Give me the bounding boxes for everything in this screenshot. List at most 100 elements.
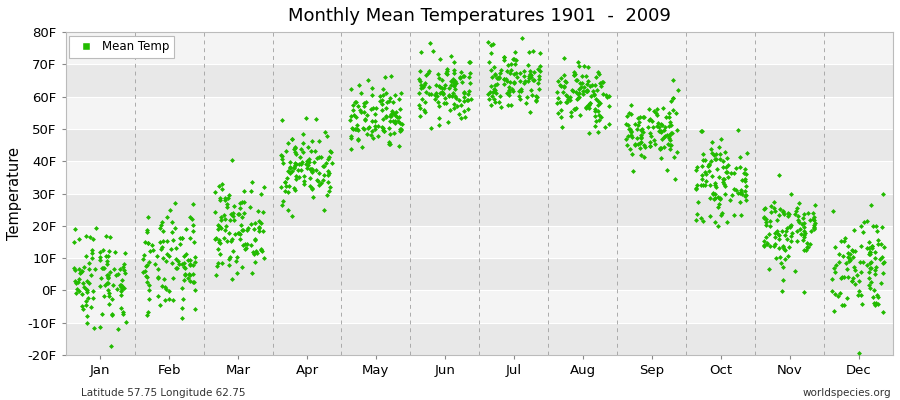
Point — [555, 89, 570, 95]
Point — [662, 123, 676, 129]
Point — [292, 161, 307, 167]
Point — [214, 214, 229, 220]
Point — [245, 179, 259, 186]
Point — [776, 243, 790, 250]
Point — [497, 54, 511, 60]
Point — [140, 309, 155, 316]
Point — [790, 213, 805, 220]
Point — [507, 79, 521, 85]
Point — [313, 180, 328, 186]
Point — [580, 88, 595, 94]
Point — [647, 136, 662, 143]
Point — [155, 219, 169, 225]
Point — [783, 223, 797, 230]
Point — [237, 210, 251, 216]
Point — [256, 255, 271, 262]
Point — [494, 66, 508, 73]
Point — [486, 89, 500, 95]
Point — [695, 172, 709, 178]
Point — [456, 108, 471, 115]
Point — [559, 92, 573, 98]
Point — [523, 109, 537, 115]
Point — [438, 70, 453, 76]
Point — [575, 91, 590, 97]
Point — [695, 128, 709, 134]
Point — [723, 197, 737, 203]
Point — [717, 191, 732, 198]
Point — [531, 66, 545, 72]
Point — [150, 274, 165, 281]
Point — [117, 285, 131, 291]
Point — [734, 189, 748, 195]
Point — [563, 109, 578, 115]
Point — [86, 288, 101, 294]
Point — [501, 83, 516, 90]
Point — [150, 266, 165, 272]
Point — [839, 260, 853, 266]
Point — [837, 274, 851, 281]
Point — [248, 248, 263, 254]
Point — [768, 230, 782, 237]
Point — [457, 113, 472, 120]
Point — [82, 280, 96, 286]
Point — [776, 208, 790, 215]
Point — [529, 94, 544, 101]
Point — [394, 126, 409, 132]
Point — [825, 288, 840, 294]
Point — [738, 188, 752, 194]
Point — [503, 70, 517, 76]
Point — [579, 105, 593, 111]
Point — [619, 136, 634, 142]
Text: worldspecies.org: worldspecies.org — [803, 388, 891, 398]
Point — [783, 238, 797, 244]
Point — [532, 76, 546, 82]
Point — [440, 66, 454, 72]
Point — [94, 311, 109, 318]
Point — [557, 82, 572, 89]
Point — [311, 178, 326, 184]
Point — [557, 72, 572, 79]
Point — [181, 274, 195, 281]
Point — [482, 96, 496, 102]
Point — [568, 106, 582, 113]
Point — [274, 152, 289, 159]
Point — [376, 127, 391, 133]
Point — [625, 134, 639, 140]
Point — [869, 292, 884, 298]
Point — [729, 164, 743, 171]
Point — [872, 255, 886, 262]
Point — [762, 218, 777, 224]
Point — [713, 156, 727, 163]
Point — [172, 260, 186, 267]
Point — [696, 182, 710, 188]
Point — [348, 125, 363, 132]
Point — [113, 265, 128, 272]
Point — [643, 130, 657, 137]
Point — [713, 194, 727, 201]
Point — [185, 262, 200, 268]
Point — [153, 302, 167, 308]
Point — [583, 99, 598, 106]
Point — [85, 250, 99, 256]
Point — [227, 203, 241, 210]
Point — [308, 148, 322, 154]
Point — [388, 112, 402, 118]
Point — [214, 186, 229, 192]
Point — [848, 266, 862, 273]
Point — [784, 191, 798, 197]
Point — [114, 292, 129, 298]
Point — [868, 270, 882, 277]
Point — [393, 126, 408, 132]
Point — [857, 218, 871, 225]
Point — [582, 100, 597, 106]
Point — [446, 90, 461, 96]
Point — [757, 214, 771, 221]
Point — [305, 168, 320, 175]
Point — [757, 214, 771, 220]
Point — [579, 73, 593, 80]
Point — [862, 239, 877, 246]
Point — [72, 266, 86, 272]
Point — [371, 122, 385, 129]
Point — [791, 217, 806, 224]
Point — [658, 133, 672, 140]
